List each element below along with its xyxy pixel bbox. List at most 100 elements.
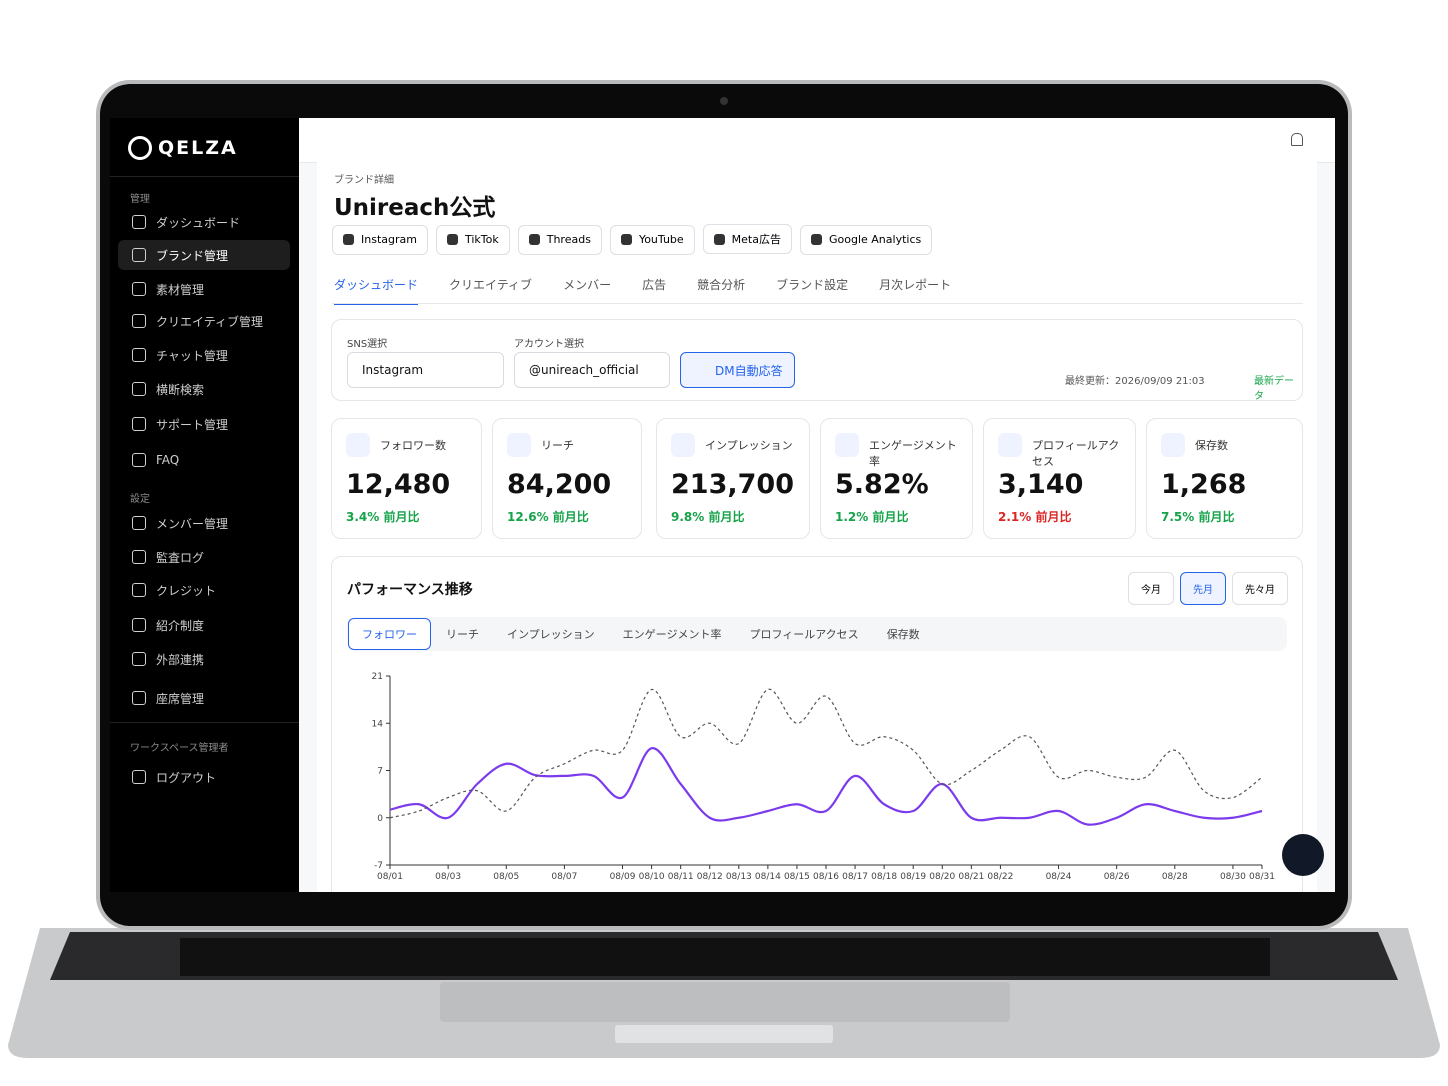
section-heading: ワークスペース管理者 [130,743,229,754]
stat-value: 3,140 [998,469,1084,500]
dm-button[interactable]: DM自動応答 [680,352,795,388]
divider [110,722,299,723]
nav-item[interactable]: クリエイティブ管理 [118,306,290,336]
x-tick-label: 08/03 [435,872,461,882]
metric-tab[interactable]: エンゲージメント率 [622,628,722,641]
tab[interactable]: ブランド設定 [776,278,849,292]
period-button[interactable]: 先月 [1180,572,1226,605]
stat-change: 9.8% 前月比 [671,510,745,524]
x-tick-label: 08/01 [377,872,403,882]
stat-card: インプレッション 213,700 9.8% 前月比 [656,418,810,539]
status: 最新データ [1254,376,1294,402]
performance-title: パフォーマンス推移 [347,582,473,598]
y-tick-label: 21 [372,672,383,682]
nav-item[interactable]: クレジット [118,575,290,605]
x-tick-label: 08/13 [726,872,752,882]
x-tick-label: 08/14 [755,872,781,882]
stat-icon [507,433,531,457]
stat-change: 3.4% 前月比 [346,510,420,524]
x-tick-label: 08/12 [697,872,723,882]
stat-card: プロフィールアクセス 3,140 2.1% 前月比 [983,418,1136,539]
x-tick-label: 08/16 [813,872,839,882]
period-button[interactable]: 先々月 [1232,572,1288,605]
divider [332,303,1303,304]
nav-item[interactable]: FAQ [118,445,290,475]
x-tick-label: 08/26 [1104,872,1130,882]
stat-label: エンゲージメント率 [869,439,957,468]
period-button[interactable]: 今月 [1128,572,1174,605]
filter-card: SNS選択 Instagram アカウント選択 @unireach_offici… [331,319,1303,402]
divider [110,176,299,177]
stat-change: 7.5% 前月比 [1161,510,1235,524]
nav-item[interactable]: メンバー管理 [118,508,290,538]
nav-item[interactable]: 素材管理 [118,274,290,304]
stat-value: 84,200 [507,469,612,500]
x-tick-label: 08/15 [784,872,810,882]
stat-icon [835,433,859,457]
x-tick-label: 08/05 [493,872,519,882]
sns-select[interactable]: Instagram [347,352,504,388]
x-tick-label: 08/30 [1220,872,1246,882]
nav-item[interactable]: ログアウト [118,762,290,792]
nav-item[interactable]: 紹介制度 [118,610,290,640]
stat-label: リーチ [541,439,574,452]
metric-tab[interactable]: フォロワー [348,618,431,650]
stat-card: 保存数 1,268 7.5% 前月比 [1146,418,1303,539]
platform-chip[interactable]: Meta広告 [702,224,792,254]
metric-tabs: フォロワー リーチ インプレッション エンゲージメント率 プロフィールアクセス 保存数 [347,617,1287,651]
nav-item[interactable]: サポート管理 [118,409,290,439]
tab[interactable]: メンバー [563,278,612,292]
platform-chip[interactable]: Instagram [332,224,428,255]
bell-icon[interactable] [1291,133,1303,146]
tabs: ダッシュボード クリエイティブ メンバー 広告 競合分析 ブランド設定 月次レポート [334,276,982,305]
y-tick-label: -7 [374,861,383,871]
tab[interactable]: 競合分析 [697,278,746,292]
tab[interactable]: ダッシュボード [334,276,419,305]
main: ブランド詳細 Unireach公式 Instagram TikTok Threads… [299,118,1335,892]
nav-item[interactable]: 外部連携 [118,644,290,674]
nav-item[interactable]: ブランド管理 [118,240,290,270]
tab[interactable]: 広告 [642,278,667,292]
stat-change: 1.2% 前月比 [835,510,909,524]
content: ブランド詳細 Unireach公式 Instagram TikTok Threads… [317,162,1317,892]
tab[interactable]: クリエイティブ [449,278,533,292]
stat-value: 12,480 [346,469,451,500]
platform-chip[interactable]: Google Analytics [799,224,933,255]
platform-chip[interactable]: TikTok [435,224,510,255]
metric-tab[interactable]: 保存数 [886,628,920,641]
series-line [389,747,1263,826]
tab[interactable]: 月次レポート [879,278,952,292]
x-tick-label: 08/28 [1162,872,1188,882]
breadcrumb: ブランド詳細 [334,175,394,186]
stat-icon [1161,433,1185,457]
x-tick-label: 08/07 [551,872,577,882]
stat-label: 保存数 [1195,439,1228,452]
y-tick-label: 14 [372,719,384,729]
stat-icon [671,433,695,457]
stat-card: フォロワー数 12,480 3.4% 前月比 [331,418,482,539]
x-tick-label: 08/24 [1046,872,1072,882]
stat-change: 12.6% 前月比 [507,510,589,524]
platform-chip[interactable]: YouTube [609,224,695,255]
stat-value: 5.82% [835,469,929,500]
x-tick-label: 08/21 [958,872,984,882]
stat-card: リーチ 84,200 12.6% 前月比 [492,418,642,539]
help-button[interactable] [1282,834,1324,876]
nav-item[interactable]: 横断検索 [118,374,290,404]
metric-tab[interactable]: プロフィールアクセス [749,628,859,641]
nav-item[interactable]: 監査ログ [118,542,290,572]
platform-chip[interactable]: Threads [517,224,602,255]
account-select[interactable]: @unireach_official [514,352,670,388]
brand-title: Unireach公式 [334,195,496,221]
metric-tab[interactable]: リーチ [446,628,479,641]
stat-label: プロフィールアクセス [1032,439,1120,468]
stat-card: エンゲージメント率 5.82% 1.2% 前月比 [820,418,973,539]
stat-value: 213,700 [671,469,794,500]
metric-tab[interactable]: インプレッション [507,628,595,641]
logo-icon [128,136,152,160]
x-tick-label: 08/20 [929,872,955,882]
nav-item[interactable]: ダッシュボード [118,207,290,237]
nav-item[interactable]: チャット管理 [118,340,290,370]
nav-item[interactable]: 座席管理 [118,683,290,713]
